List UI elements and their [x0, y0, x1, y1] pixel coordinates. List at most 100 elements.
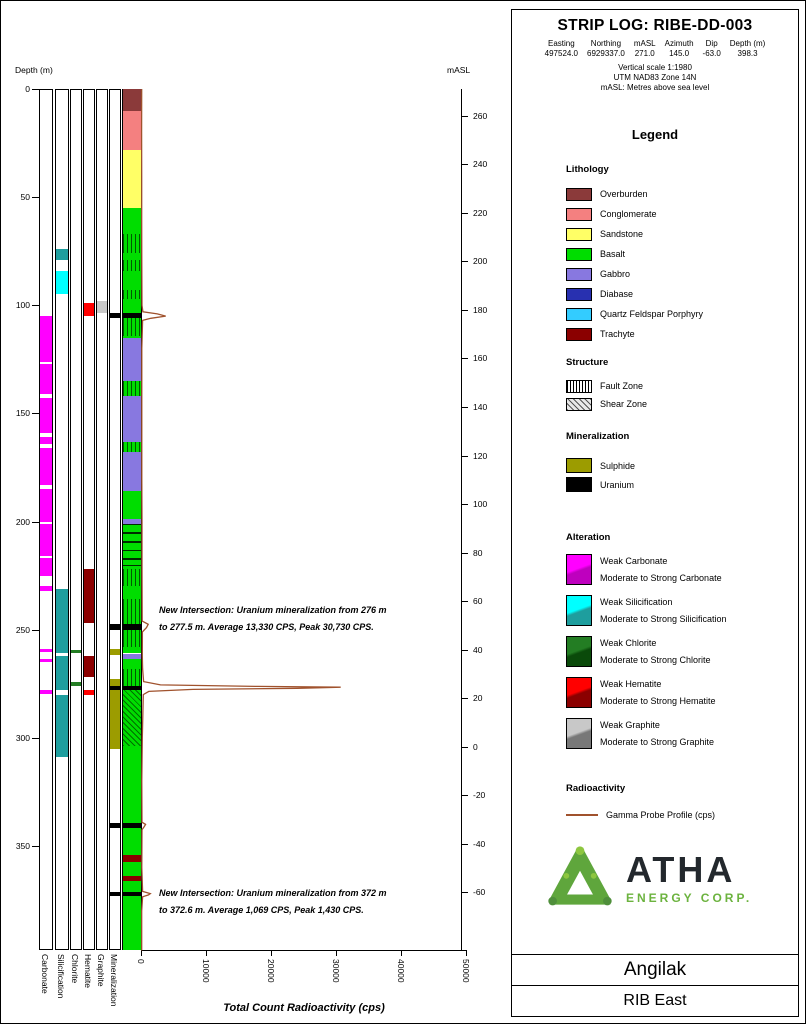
legend-item-mineralization: Uranium	[566, 475, 798, 494]
scale-note: Vertical scale 1:1980	[618, 63, 692, 72]
collar-info-value: 497524.0	[544, 48, 579, 58]
radioactivity-label: Gamma Probe Profile (cps)	[606, 810, 716, 820]
interval	[84, 690, 94, 695]
lith-interval-gabbro	[123, 519, 141, 524]
alteration-strong-label: Moderate to Strong Carbonate	[600, 573, 722, 583]
collar-info-label: Azimuth	[664, 39, 694, 48]
mineralization-legend-items: Sulphide Uranium	[566, 456, 798, 494]
structure-fault-zone	[123, 290, 141, 299]
alteration-section-title: Alteration	[566, 532, 611, 543]
mineralization-section-title: Mineralization	[566, 431, 630, 442]
legend-item-lithology: Gabbro	[566, 264, 798, 284]
interval	[110, 679, 120, 749]
alteration-labels: Weak Graphite Moderate to Strong Graphite	[600, 718, 714, 749]
legend-title: Legend	[631, 127, 679, 142]
masl-tick	[461, 406, 468, 408]
brand-subtitle: ENERGY CORP.	[626, 890, 753, 905]
legend-body: Lithology Overburden Conglomerate Sandston…	[566, 164, 798, 820]
gamma-line-swatch	[566, 814, 598, 816]
interval	[40, 316, 52, 362]
legend-item-alteration: Weak Chlorite Moderate to Strong Chlorite	[566, 636, 798, 667]
masl-tick-label: 260	[473, 110, 488, 121]
structure-fault-zone	[123, 629, 141, 647]
interval	[71, 650, 81, 654]
atha-logo-icon	[548, 846, 612, 906]
lithology-label: Diabase	[600, 289, 634, 299]
collar-info-value: 271.0	[634, 48, 655, 58]
interval	[110, 624, 120, 630]
thin-structure-marker	[123, 532, 141, 534]
cps-tick-label: 30000	[331, 959, 341, 984]
depth-tick-label: 100	[15, 300, 30, 311]
collar-info-cell: mASL 271.0	[634, 39, 656, 58]
interval	[40, 489, 52, 522]
lithology-swatch	[566, 267, 592, 281]
masl-tick	[461, 309, 468, 311]
collar-info-cell: Northing 6929337.0	[587, 39, 625, 58]
alteration-weak-label: Weak Silicification	[600, 597, 673, 607]
collar-info-value: 6929337.0	[587, 48, 625, 58]
structure-fault-zone	[123, 259, 141, 271]
lithology-label: Basalt	[600, 249, 626, 259]
lith-interval-trachyte	[123, 854, 141, 863]
alteration-strong-label: Moderate to Strong Graphite	[600, 737, 715, 747]
masl-tick	[461, 261, 468, 263]
alteration-swatch	[566, 554, 592, 585]
legend-item-mineralization: Sulphide	[566, 456, 798, 475]
lith-interval-basalt	[123, 880, 141, 951]
depth-tick-label: 250	[15, 624, 30, 635]
cps-tick-label: 40000	[396, 959, 406, 984]
thin-structure-marker	[123, 564, 141, 567]
alteration-strong-label: Moderate to Strong Silicification	[600, 614, 727, 624]
thin-structure-marker	[123, 523, 141, 526]
collar-info-label: mASL	[633, 39, 656, 48]
gamma-profile-line	[140, 88, 341, 951]
annotation-line: to 277.5 m. Average 13,330 CPS, Peak 30,…	[159, 622, 374, 632]
alteration-weak-label: Weak Hematite	[600, 679, 662, 689]
lithology-swatch	[566, 187, 592, 201]
cps-tick-label: 20000	[266, 959, 276, 984]
cps-tick	[401, 950, 402, 957]
project-name: Angilak	[512, 954, 798, 985]
masl-tick-label: 140	[473, 401, 488, 412]
masl-tick	[461, 164, 468, 166]
utm-note: UTM NAD83 Zone 14N	[613, 73, 697, 82]
strip-log-title: STRIP LOG: RIBE-DD-003	[557, 17, 753, 34]
structure-fault-zone	[123, 599, 141, 626]
lith-interval-gabbro	[123, 452, 141, 492]
area-name: RIB East	[512, 985, 798, 1016]
interval	[110, 312, 120, 319]
cps-tick	[271, 950, 272, 957]
mineralization-label: Sulphide	[600, 460, 636, 471]
annotation-line: New Intersection: Uranium mineralization…	[159, 888, 387, 898]
legend-item-lithology: Basalt	[566, 244, 798, 264]
legend-item-structure: Fault Zone	[566, 377, 798, 395]
structure-fault-zone	[123, 233, 141, 254]
lithology-label: Conglomerate	[600, 209, 657, 219]
column-chlorite	[70, 89, 82, 951]
cps-tick	[141, 950, 142, 957]
column-label-graphite: Graphite	[96, 954, 106, 988]
cps-tick	[336, 950, 337, 957]
collar-info-cell: Azimuth 145.0	[665, 39, 694, 58]
masl-tick	[461, 795, 468, 797]
depth-tick	[32, 846, 39, 847]
alteration-swatch	[566, 677, 592, 708]
lith-interval-trachyte	[123, 876, 141, 881]
legend-item-structure: Shear Zone	[566, 395, 798, 413]
collar-info-cell: Depth (m) 398.3	[730, 39, 766, 58]
lithology-label: Sandstone	[600, 229, 644, 239]
structure-section-title: Structure	[566, 357, 609, 368]
interval	[40, 658, 52, 663]
lithology-swatch	[566, 207, 592, 221]
mineralization-swatch	[566, 477, 592, 492]
depth-tick	[32, 305, 39, 307]
masl-tick-label: 220	[473, 207, 488, 218]
legend-item-lithology: Overburden	[566, 184, 798, 204]
radioactivity-section-title: Radioactivity	[566, 783, 626, 794]
depth-tick-label: 350	[15, 841, 30, 851]
lithology-label: Trachyte	[600, 329, 635, 339]
collar-info-label: Dip	[705, 39, 718, 48]
depth-tick	[32, 629, 39, 631]
lith-interval-gabbro	[123, 653, 141, 659]
